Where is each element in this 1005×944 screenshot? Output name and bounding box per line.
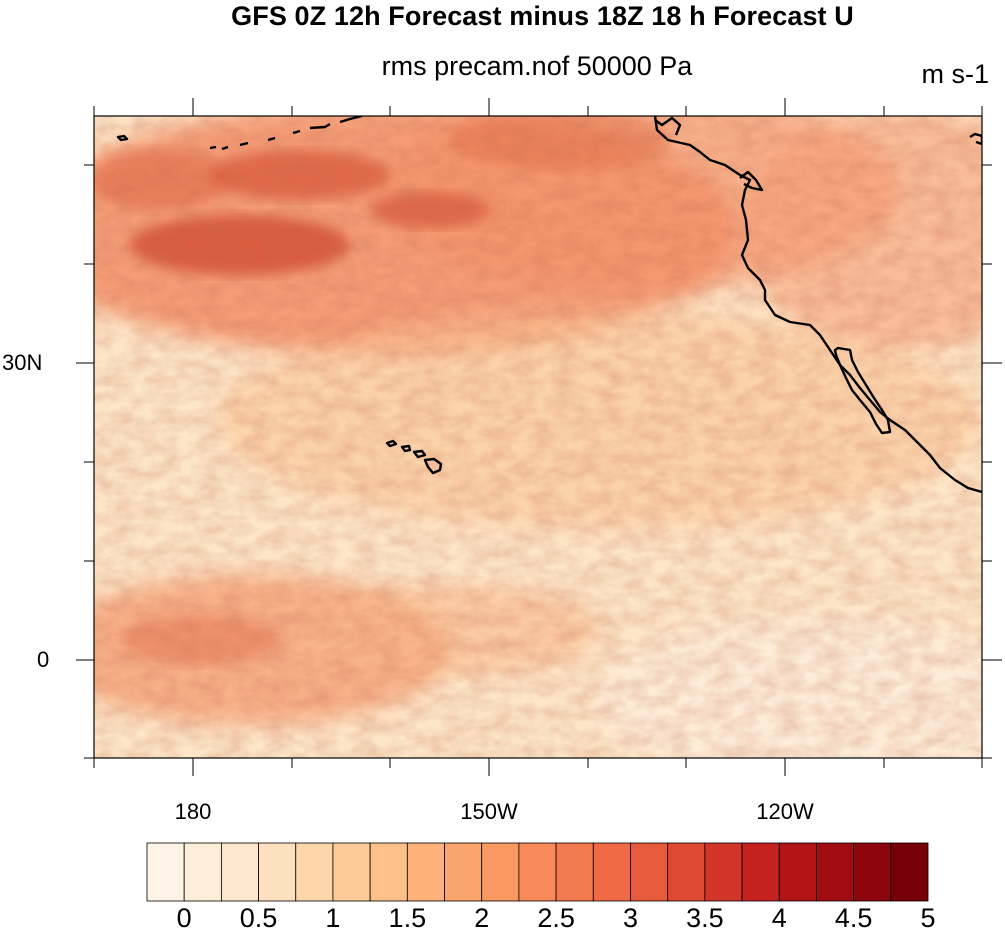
colorbar-swatch	[890, 842, 929, 902]
lon-label-150w: 150W	[460, 799, 518, 824]
colorbar-swatch	[704, 842, 743, 902]
colorbar-swatch	[406, 842, 445, 902]
hawaii-maui	[412, 449, 427, 459]
colorbar-tick-label: 2.5	[537, 903, 575, 933]
colorbar-tick-label: 5	[920, 903, 936, 933]
aleutian-6	[292, 129, 301, 135]
hawaii-kauai	[385, 439, 398, 448]
baja-california	[833, 346, 892, 435]
colorbar-tick-label: 3.5	[686, 903, 724, 933]
colorbar-swatch	[369, 842, 408, 902]
colorbar-tick-label: 1	[325, 903, 341, 933]
lon-label-180: 180	[174, 799, 212, 824]
colorbar-swatch	[183, 842, 222, 902]
colorbar	[146, 842, 929, 902]
map-subtitle: rms precam.nof 50000 Pa	[381, 51, 693, 81]
colorbar-tick-label: 0.5	[239, 903, 278, 933]
colorbar-swatch	[592, 842, 631, 902]
aleutian-1	[116, 134, 129, 142]
lon-label-120w: 120W	[756, 799, 814, 824]
colorbar-swatch	[630, 842, 669, 902]
colorbar-tick-label: 4.5	[834, 903, 873, 933]
aleutian-3	[221, 145, 229, 151]
colorbar-tick-label: 2	[474, 903, 490, 933]
colorbar-swatch	[741, 842, 780, 902]
aleutian-4	[239, 141, 249, 147]
alaska-peninsula	[339, 116, 363, 124]
colorbar-swatch	[667, 842, 706, 902]
colorbar-swatch	[778, 842, 817, 902]
colorbar-swatch	[518, 842, 557, 902]
colorbar-swatch	[481, 842, 520, 902]
colorbar-swatch	[220, 842, 259, 902]
colorbar-swatch	[295, 842, 334, 902]
aleutian-2	[209, 145, 217, 150]
colorbar-swatch	[816, 842, 855, 902]
puget-sound	[654, 116, 682, 136]
colorbar-tick-label: 0	[176, 903, 192, 933]
hudson-corner	[969, 132, 982, 146]
colorbar-tick-label: 4	[771, 903, 787, 933]
hawaii-oahu	[400, 444, 412, 453]
coastlines	[116, 116, 982, 494]
colorbar-swatch	[146, 842, 185, 902]
map-frame	[93, 115, 983, 759]
data-field	[94, 116, 982, 758]
lat-label-30n: 30N	[2, 350, 43, 375]
colorbar-swatch	[258, 842, 297, 902]
tick-marks	[76, 98, 1002, 776]
colorbar-tick-label: 3	[622, 903, 638, 933]
colorbar-swatch	[332, 842, 371, 902]
field-texture	[94, 116, 982, 758]
colorbar-swatch	[444, 842, 483, 902]
colorbar-tick-label: 1.5	[388, 903, 427, 933]
colorbar-swatch	[853, 842, 892, 902]
colorbar-swatch	[555, 842, 594, 902]
lat-label-0: 0	[37, 647, 50, 672]
sf-bay	[739, 170, 764, 192]
map-title: GFS 0Z 12h Forecast minus 18Z 18 h Forec…	[231, 1, 854, 31]
north-america-coast	[653, 116, 982, 494]
hawaii-big-island	[423, 457, 443, 475]
units-label: m s-1	[921, 59, 990, 89]
aleutian-5	[267, 136, 276, 142]
aleutian-7	[309, 122, 331, 130]
